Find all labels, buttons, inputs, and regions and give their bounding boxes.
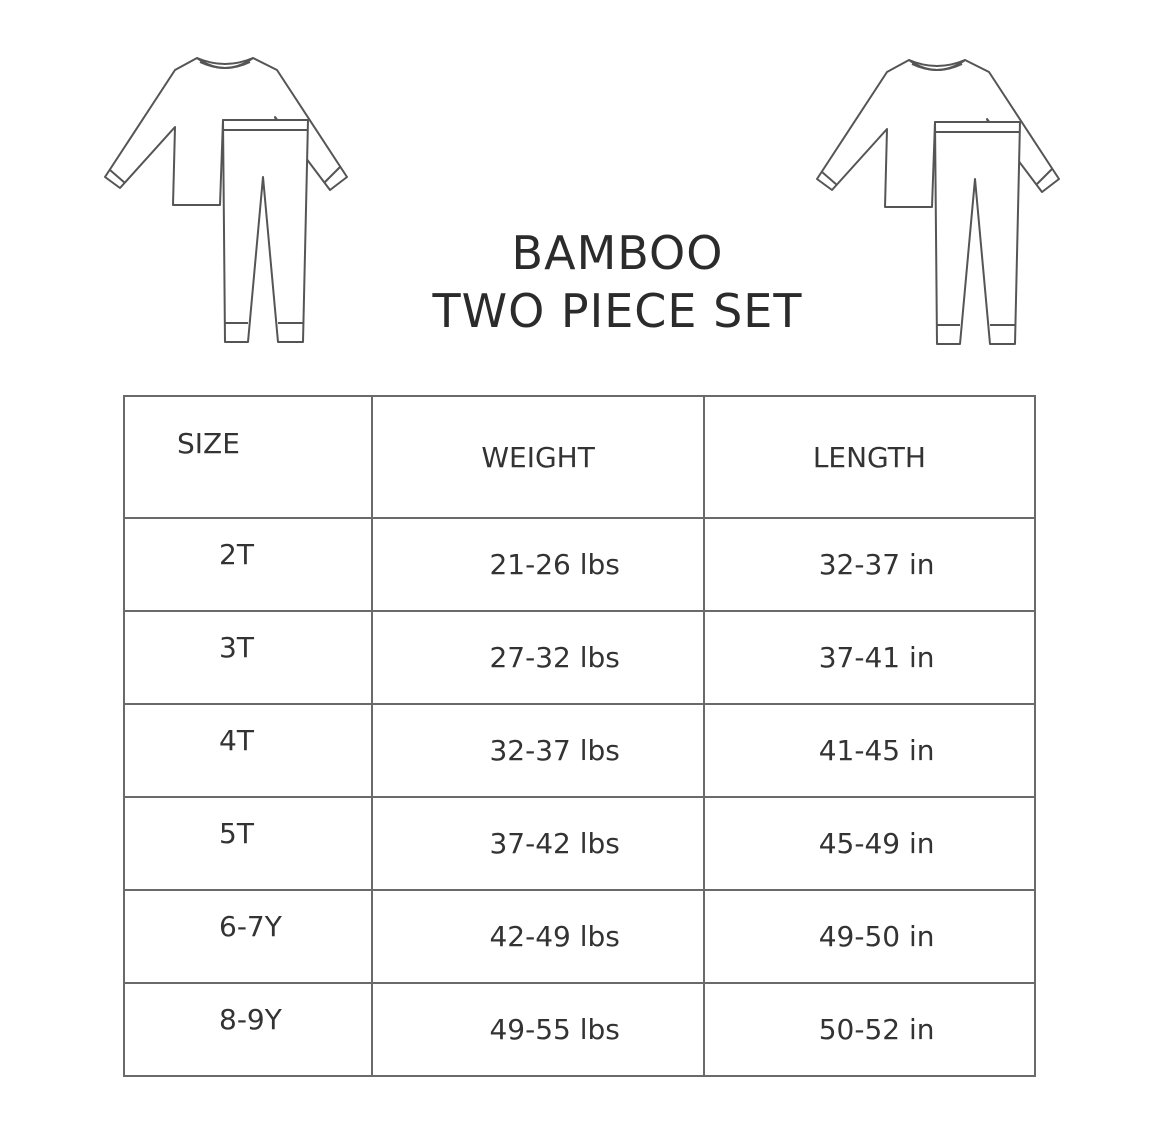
cell-size: 5T <box>219 817 254 850</box>
table-row: 8-9Y 49-55 lbs 50-52 in <box>122 982 1037 1077</box>
cell-size: 3T <box>219 631 254 664</box>
cell-weight: 42-49 lbs <box>489 920 620 953</box>
cell-weight: 27-32 lbs <box>489 641 620 674</box>
size-chart-table: SIZE WEIGHT LENGTH 2T 21-26 lbs 32-37 in… <box>122 395 1037 1077</box>
table-row: 6-7Y 42-49 lbs 49-50 in <box>122 889 1037 984</box>
table-row: 2T 21-26 lbs 32-37 in <box>122 517 1037 612</box>
table-row: 3T 27-32 lbs 37-41 in <box>122 610 1037 705</box>
title-line-2: TWO PIECE SET <box>432 284 803 338</box>
cell-weight: 21-26 lbs <box>489 548 620 581</box>
header-length: LENGTH <box>812 440 926 474</box>
table-row: 4T 32-37 lbs 41-45 in <box>122 703 1037 798</box>
title-line-1: BAMBOO <box>511 226 724 280</box>
cell-length: 49-50 in <box>818 920 935 953</box>
cell-length: 37-41 in <box>818 641 935 674</box>
cell-length: 32-37 in <box>818 548 935 581</box>
cell-length: 41-45 in <box>818 734 935 767</box>
cell-weight: 32-37 lbs <box>489 734 620 767</box>
cell-length: 45-49 in <box>818 827 935 860</box>
header-weight: WEIGHT <box>481 440 595 474</box>
cell-size: 8-9Y <box>219 1003 282 1036</box>
cell-size: 2T <box>219 538 254 571</box>
header-size: SIZE <box>177 426 240 460</box>
cell-size: 4T <box>219 724 254 757</box>
cell-weight: 49-55 lbs <box>489 1013 620 1046</box>
table-row: 5T 37-42 lbs 45-49 in <box>122 796 1037 891</box>
cell-weight: 37-42 lbs <box>489 827 620 860</box>
cell-size: 6-7Y <box>219 910 282 943</box>
table-header-row: SIZE WEIGHT LENGTH <box>122 395 1037 519</box>
cell-length: 50-52 in <box>818 1013 935 1046</box>
